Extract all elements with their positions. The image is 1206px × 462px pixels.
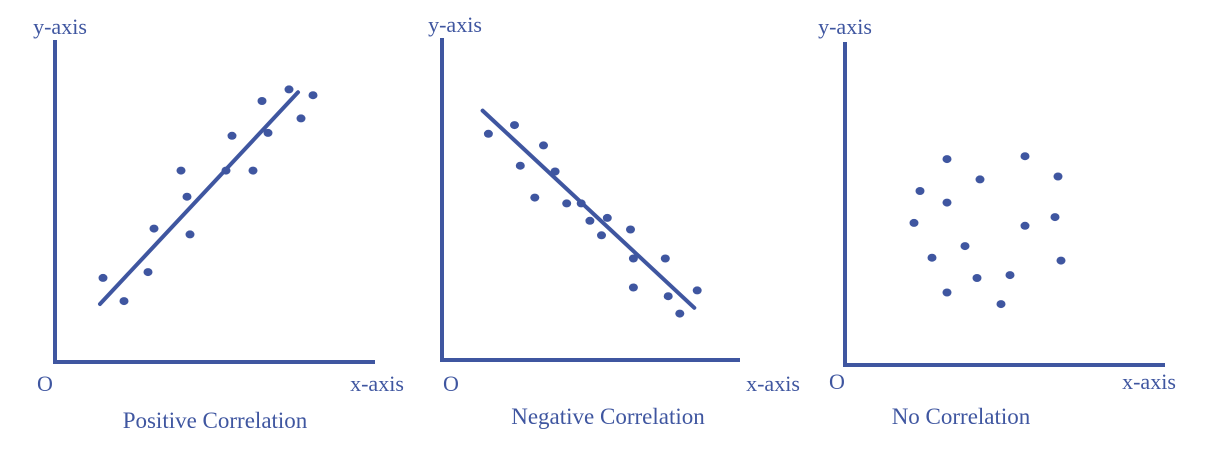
data-point xyxy=(1056,256,1066,265)
data-point xyxy=(628,283,638,292)
data-point xyxy=(942,155,952,164)
y-axis-label: y-axis xyxy=(428,12,482,37)
data-point xyxy=(1005,271,1015,280)
data-point xyxy=(692,286,702,295)
data-point xyxy=(263,128,273,137)
x-axis-label: x-axis xyxy=(1122,369,1176,394)
data-point xyxy=(550,167,560,176)
data-point xyxy=(576,199,586,208)
data-point xyxy=(176,166,186,175)
data-point xyxy=(942,198,952,207)
data-point xyxy=(972,274,982,282)
data-point xyxy=(663,292,673,301)
scatter-panel-1: y-axis x-axis O Positive Correlation xyxy=(33,14,404,433)
trend-line xyxy=(98,90,300,306)
data-point xyxy=(942,288,952,297)
y-axis-label: y-axis xyxy=(818,14,872,39)
origin-label: O xyxy=(443,371,459,396)
data-point xyxy=(975,175,985,184)
data-point xyxy=(221,166,231,175)
data-point xyxy=(248,166,258,175)
origin-label: O xyxy=(37,371,53,396)
data-point xyxy=(915,187,925,195)
data-point xyxy=(510,121,519,130)
data-point xyxy=(119,297,129,306)
chart-caption: Positive Correlation xyxy=(123,408,308,433)
x-axis-label: x-axis xyxy=(350,371,404,396)
data-point xyxy=(1020,152,1030,161)
data-point xyxy=(675,309,685,318)
data-point xyxy=(257,97,267,105)
data-point xyxy=(960,242,970,251)
data-point xyxy=(602,213,612,222)
data-point xyxy=(626,225,635,234)
data-point xyxy=(628,254,638,263)
data-point xyxy=(1050,213,1060,222)
data-point xyxy=(539,141,548,150)
scatter-panel-2: y-axis x-axis O Negative Correlation xyxy=(428,12,800,429)
data-point xyxy=(660,254,670,263)
data-point xyxy=(143,268,153,277)
data-point xyxy=(1053,172,1063,181)
data-point xyxy=(1020,221,1030,230)
data-point xyxy=(185,230,195,239)
data-point xyxy=(597,231,606,240)
trend-line xyxy=(480,108,697,310)
data-point xyxy=(562,199,572,208)
data-point xyxy=(98,273,108,282)
origin-label: O xyxy=(829,369,845,394)
data-point xyxy=(530,193,540,202)
data-point xyxy=(182,192,192,201)
chart-caption: Negative Correlation xyxy=(511,404,705,429)
data-point xyxy=(227,131,237,140)
data-point xyxy=(585,216,595,225)
chart-caption: No Correlation xyxy=(892,404,1031,429)
data-point xyxy=(308,91,318,100)
data-point xyxy=(296,114,306,123)
y-axis-label: y-axis xyxy=(33,14,87,39)
data-point xyxy=(284,85,294,94)
data-point xyxy=(149,224,159,233)
data-point xyxy=(996,300,1006,309)
data-point xyxy=(909,218,919,227)
data-point xyxy=(483,129,493,138)
data-point xyxy=(927,253,937,262)
scatter-panel-3: y-axis x-axis O No Correlation xyxy=(818,14,1176,429)
x-axis-label: x-axis xyxy=(746,371,800,396)
data-point xyxy=(515,161,525,170)
